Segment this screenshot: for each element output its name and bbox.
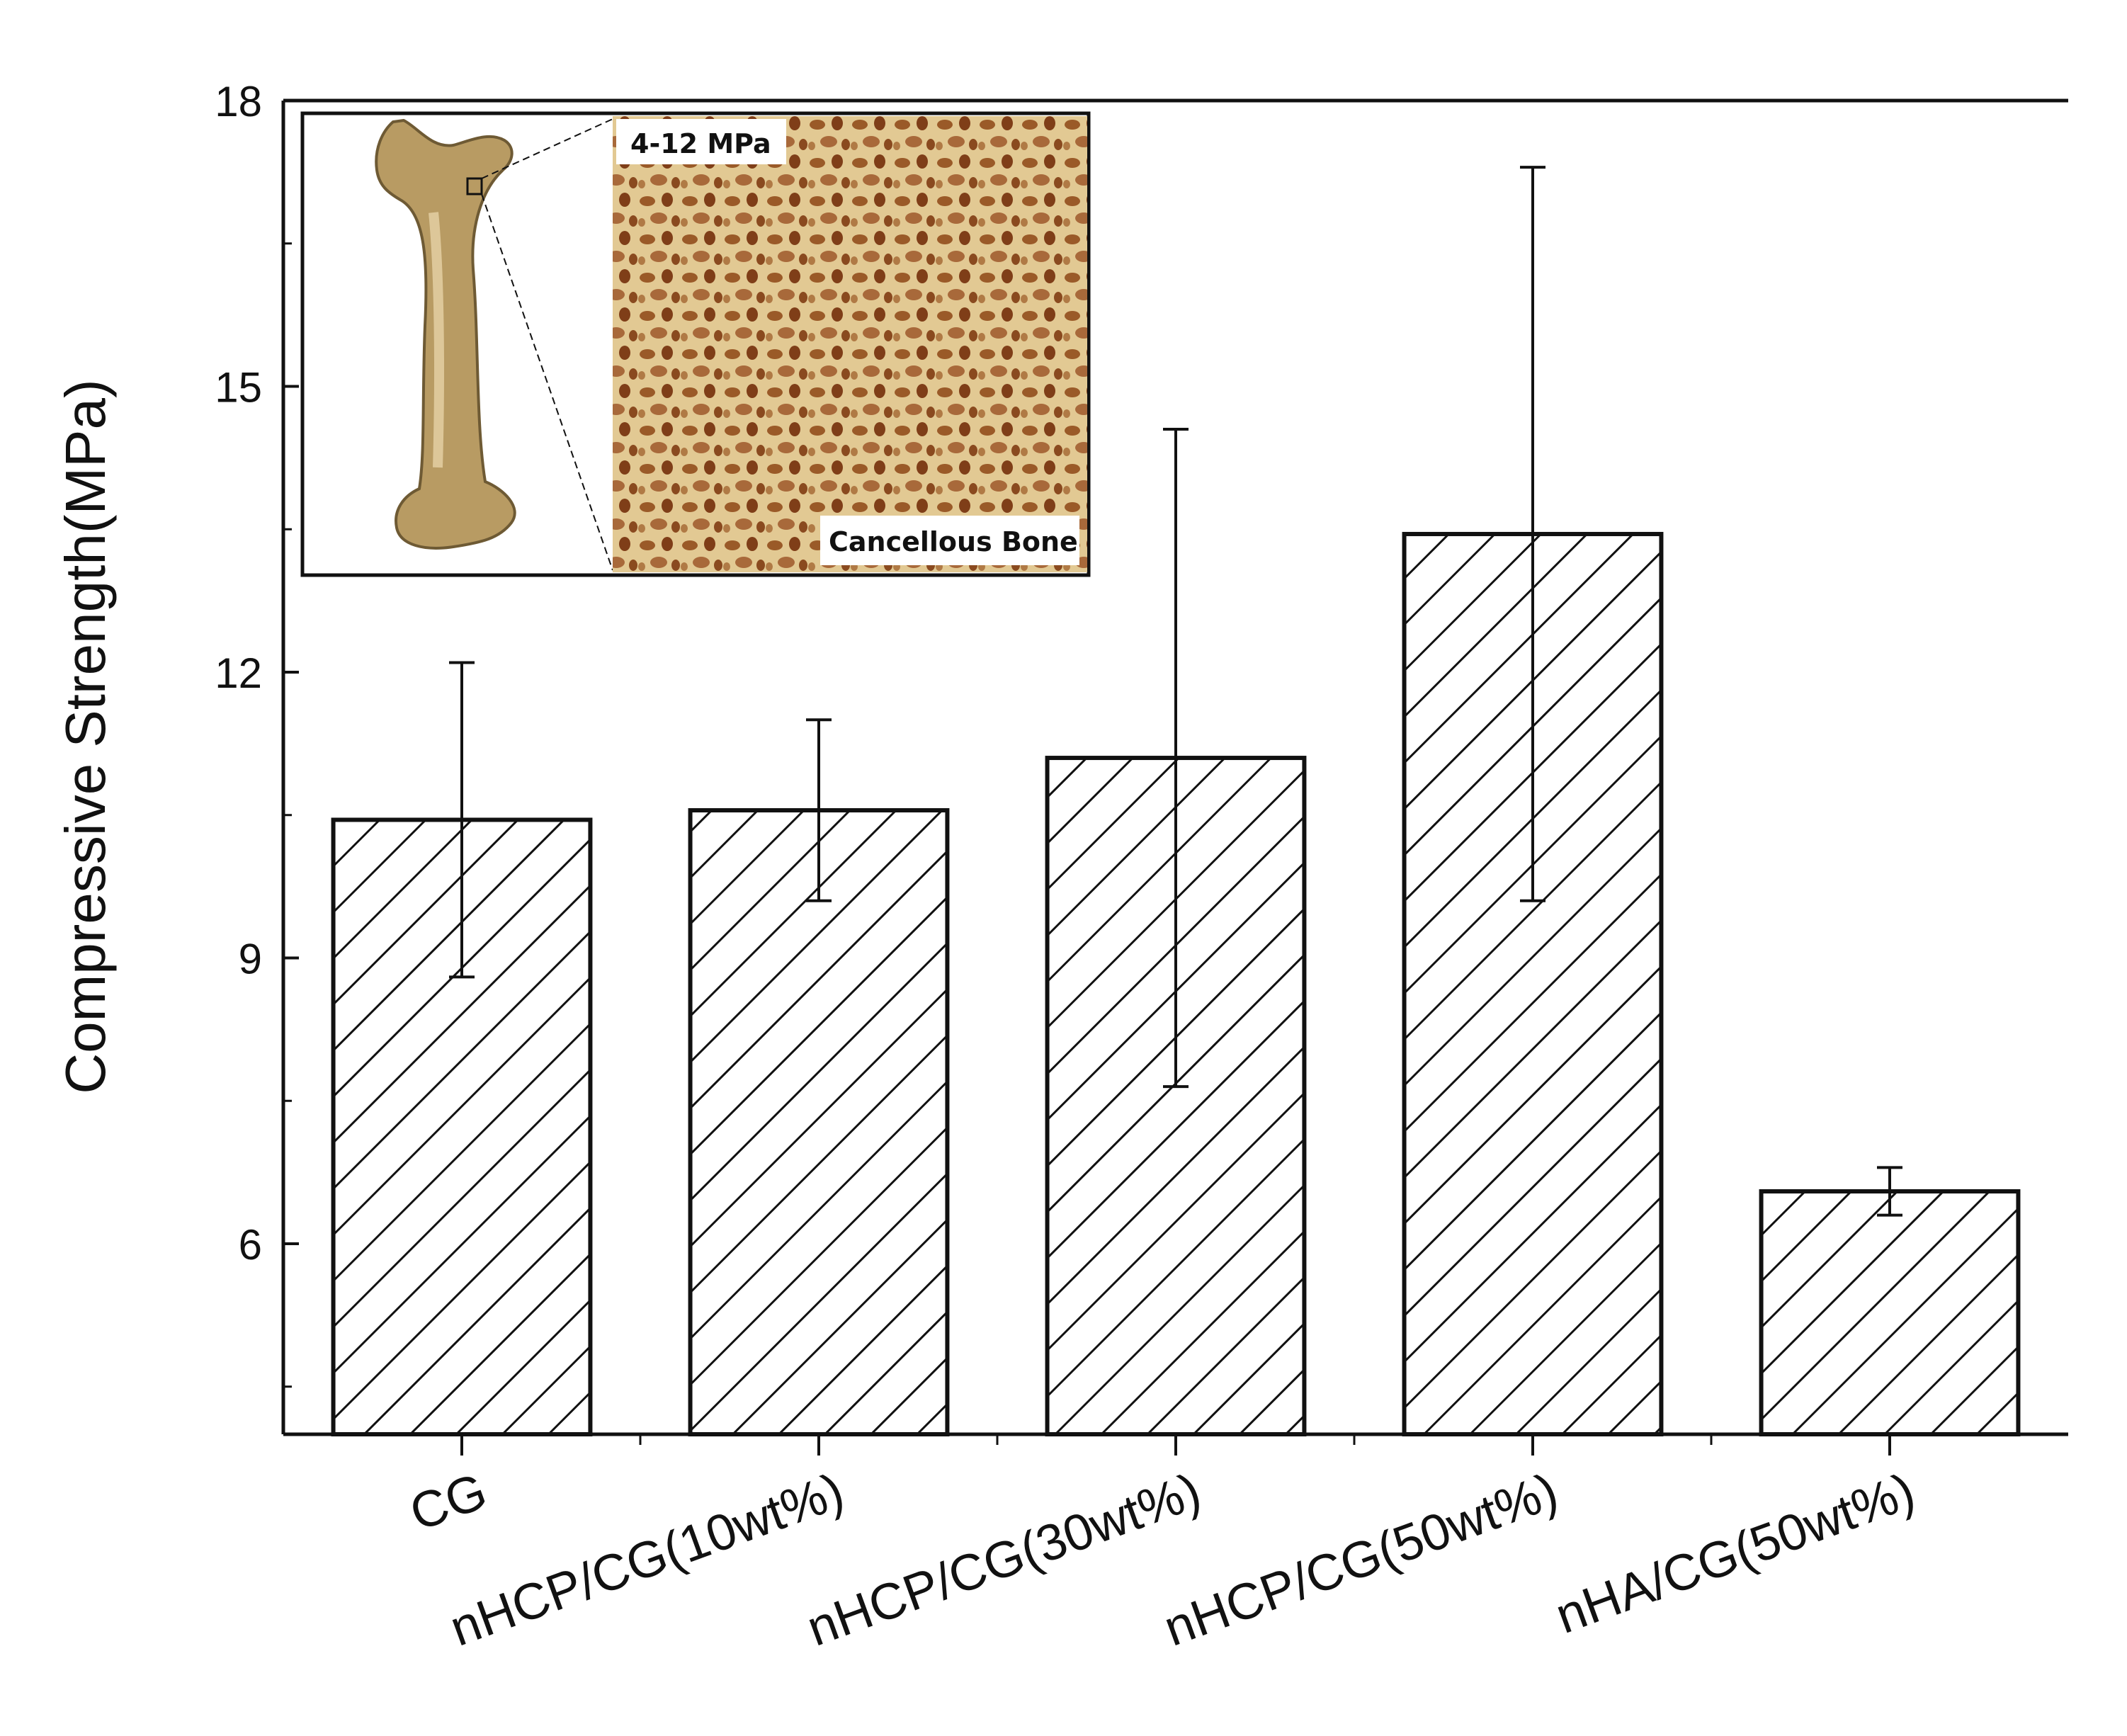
inset-range-label: 4-12 MPa xyxy=(630,128,771,159)
y-tick-label: 18 xyxy=(215,78,262,125)
x-axis: CGnHCP/CG(10wt%)nHCP/CG(30wt%)nHCP/CG(50… xyxy=(403,1434,1922,1657)
error-bar xyxy=(1163,428,1189,1089)
error-bar xyxy=(1877,1166,1902,1217)
femur-icon xyxy=(375,118,516,550)
error-bar xyxy=(1520,166,1545,902)
error-bar xyxy=(806,718,832,902)
y-tick-label: 9 xyxy=(239,936,262,983)
cancellous-bone-image xyxy=(613,116,1087,572)
y-tick-label: 15 xyxy=(215,364,262,412)
x-tick-label: CG xyxy=(403,1463,494,1542)
x-tick-label: nHCP/CG(50wt%) xyxy=(1157,1463,1565,1657)
y-tick-label: 12 xyxy=(215,649,262,697)
inset-caption: Cancellous Bone xyxy=(829,526,1078,557)
error-bar xyxy=(449,661,475,979)
y-axis: 6 9 12 15 18 xyxy=(215,78,299,1388)
error-bars xyxy=(449,166,1902,1217)
x-tick-label: nHCP/CG(30wt%) xyxy=(800,1463,1208,1657)
y-tick-label: 6 xyxy=(239,1221,262,1269)
cancellous-bone-inset: 4-12 MPa Cancellous Bone xyxy=(300,111,1091,577)
bar xyxy=(688,808,950,1436)
y-axis-title: Compressive Strength(MPa) xyxy=(54,379,117,1094)
x-tick-label: nHCP/CG(10wt%) xyxy=(443,1463,851,1657)
bar xyxy=(1759,1189,2021,1437)
x-tick-label: nHA/CG(50wt%) xyxy=(1548,1463,1922,1645)
